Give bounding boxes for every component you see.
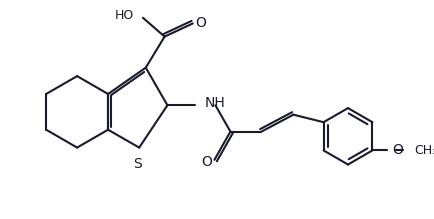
Text: O: O [201, 155, 212, 169]
Text: O: O [194, 16, 205, 30]
Text: CH₃: CH₃ [413, 144, 434, 157]
Text: HO: HO [114, 9, 133, 22]
Text: O: O [391, 143, 402, 157]
Text: NH: NH [204, 96, 225, 110]
Text: S: S [133, 157, 141, 171]
